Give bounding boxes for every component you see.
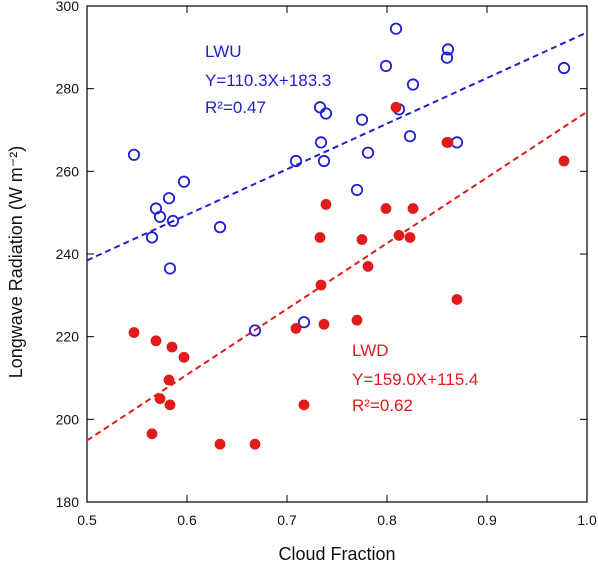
lwu-point <box>389 22 403 35</box>
x-axis-title: Cloud Fraction <box>278 544 395 564</box>
fit-lines <box>86 31 588 442</box>
y-tick-label: 280 <box>56 81 80 97</box>
lwd-point <box>393 229 405 241</box>
x-tick-label: 0.7 <box>277 512 297 528</box>
lwd-point <box>163 374 175 386</box>
lwu-point <box>403 130 417 143</box>
lwd-point <box>314 232 326 243</box>
x-tick-label: 0.5 <box>77 512 97 528</box>
lwu-point <box>297 316 311 329</box>
lwd-series-name: LWD <box>352 341 389 360</box>
lwu-point <box>145 231 159 244</box>
lwu-point <box>289 154 303 168</box>
lwu-point <box>213 221 227 234</box>
lwu-point <box>313 101 327 114</box>
x-tick-label: 0.8 <box>377 512 397 528</box>
lwd-point <box>249 438 261 450</box>
lwd-point <box>290 322 302 334</box>
lwu-point <box>153 210 167 223</box>
lwu-point <box>361 146 375 159</box>
lwu-point <box>163 262 177 275</box>
lwd-point <box>404 232 416 243</box>
y-tick-label: 220 <box>56 329 80 345</box>
lwu-point <box>379 59 393 73</box>
lwd-point <box>356 234 368 245</box>
lwd-point <box>380 203 392 214</box>
lwu-point <box>177 175 191 188</box>
lwd-point <box>164 399 176 411</box>
lwd-point <box>320 198 332 210</box>
x-tick-label: 0.6 <box>177 512 197 528</box>
lwd-point <box>442 136 454 148</box>
lwd-point <box>150 335 162 347</box>
lwd-point <box>315 279 327 291</box>
lwd-point <box>298 399 310 411</box>
plot-frame <box>86 5 588 503</box>
lwd-point <box>407 203 419 214</box>
lwu-point <box>406 78 420 91</box>
lwu-point <box>350 183 364 197</box>
y-tick-label: 180 <box>56 494 80 510</box>
y-tick-label: 260 <box>56 163 80 179</box>
lwu-point <box>355 113 369 126</box>
lwu-point <box>317 154 331 168</box>
axis-ticks: 0.5 0.6 0.7 0.8 0.9 1.0 180 200 220 240 260 280 300 <box>56 0 597 528</box>
lwd-point <box>451 294 463 305</box>
lwd-point <box>214 438 226 450</box>
lwd-point <box>146 428 158 440</box>
lwd-point <box>390 101 402 113</box>
lwd-r2: R²=0.62 <box>352 396 413 415</box>
lwu-point <box>557 61 571 75</box>
lwd-equation: Y=159.0X+115.4 <box>352 370 478 389</box>
lwu-point <box>440 51 454 64</box>
data-points <box>127 22 571 450</box>
x-tick-label: 1.0 <box>577 512 597 528</box>
lwu-point <box>248 324 262 337</box>
y-axis-title: Longwave Radiation (W m⁻²) <box>6 146 26 379</box>
lwu-series-name: LWU <box>205 42 242 61</box>
lwu-point <box>166 214 180 228</box>
lwd-point <box>318 318 330 330</box>
lwu-point <box>319 107 333 120</box>
lwu-fit-line <box>86 31 588 262</box>
lwu-point <box>162 192 176 205</box>
lwd-point <box>128 327 140 338</box>
lwu-point <box>127 148 141 161</box>
lwu-point <box>314 136 328 149</box>
lwd-point <box>351 314 363 326</box>
lwu-equation: Y=110.3X+183.3 <box>205 71 331 90</box>
lwd-point <box>154 393 166 405</box>
lwu-r2: R²=0.47 <box>205 98 266 117</box>
lwu-point <box>441 43 455 56</box>
lwd-fit-line <box>86 110 588 442</box>
lwd-point <box>166 341 178 353</box>
lwd-point <box>178 351 190 363</box>
y-tick-label: 240 <box>56 246 80 262</box>
plot-border <box>86 5 588 503</box>
y-tick-label: 200 <box>56 411 80 427</box>
x-tick-label: 0.9 <box>477 512 497 528</box>
lwd-point <box>362 260 374 272</box>
y-tick-label: 300 <box>56 0 80 14</box>
lwd-point <box>558 155 570 167</box>
